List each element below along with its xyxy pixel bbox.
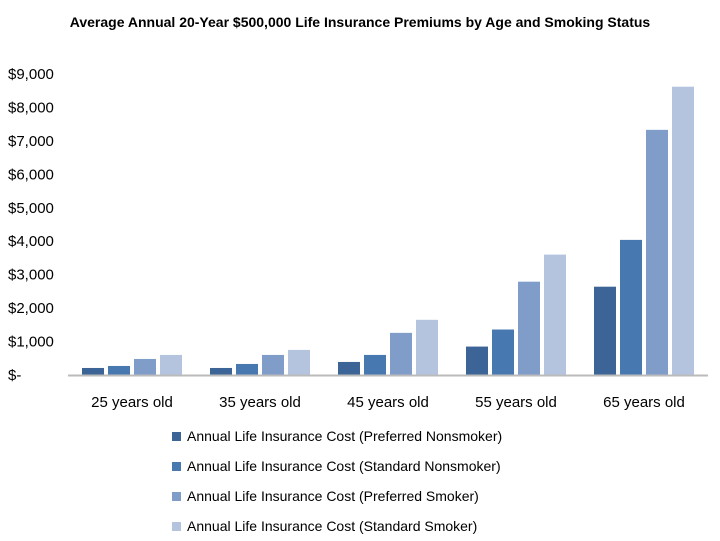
legend-swatch bbox=[172, 491, 181, 501]
bar bbox=[236, 363, 258, 375]
legend-swatch bbox=[172, 521, 181, 531]
legend-label: Annual Life Insurance Cost (Standard Smo… bbox=[187, 518, 478, 534]
y-tick-label: $9,000 bbox=[8, 66, 54, 83]
bar bbox=[620, 239, 642, 375]
chart-title: Average Annual 20-Year $500,000 Life Ins… bbox=[69, 14, 651, 30]
bar bbox=[364, 354, 386, 375]
bar bbox=[416, 319, 438, 375]
legend-item: Annual Life Insurance Cost (Standard Smo… bbox=[172, 511, 502, 541]
legend-label: Annual Life Insurance Cost (Preferred No… bbox=[187, 428, 503, 444]
bar bbox=[492, 329, 514, 375]
bar bbox=[210, 367, 232, 375]
bar bbox=[82, 367, 104, 375]
y-tick-label: $3,000 bbox=[8, 267, 54, 284]
legend-swatch bbox=[172, 461, 181, 471]
bar bbox=[134, 358, 156, 375]
x-tick-label: 65 years old bbox=[603, 394, 685, 411]
legend: Annual Life Insurance Cost (Preferred No… bbox=[172, 421, 502, 541]
bar bbox=[160, 354, 182, 375]
legend-label: Annual Life Insurance Cost (Preferred Sm… bbox=[187, 488, 479, 504]
x-tick-label: 45 years old bbox=[347, 394, 429, 411]
bar bbox=[262, 354, 284, 375]
bar bbox=[390, 332, 412, 375]
y-tick-label: $8,000 bbox=[8, 99, 54, 116]
y-tick-label: $- bbox=[8, 367, 21, 384]
bar bbox=[544, 254, 566, 375]
y-tick-label: $5,000 bbox=[8, 200, 54, 217]
x-tick-label: 25 years old bbox=[91, 394, 173, 411]
legend-label: Annual Life Insurance Cost (Standard Non… bbox=[187, 458, 501, 474]
legend-swatch bbox=[172, 431, 181, 441]
bar bbox=[338, 361, 360, 375]
bar bbox=[518, 281, 540, 375]
legend-item: Annual Life Insurance Cost (Standard Non… bbox=[172, 451, 502, 481]
y-tick-label: $2,000 bbox=[8, 300, 54, 317]
legend-item: Annual Life Insurance Cost (Preferred No… bbox=[172, 421, 502, 451]
y-tick-label: $1,000 bbox=[8, 334, 54, 351]
x-tick-label: 55 years old bbox=[475, 394, 557, 411]
legend-item: Annual Life Insurance Cost (Preferred Sm… bbox=[172, 481, 502, 511]
bar bbox=[672, 86, 694, 375]
bar bbox=[288, 349, 310, 375]
y-tick-label: $7,000 bbox=[8, 133, 54, 150]
bar bbox=[594, 286, 616, 375]
x-tick-label: 35 years old bbox=[219, 394, 301, 411]
y-tick-label: $6,000 bbox=[8, 166, 54, 183]
bar bbox=[466, 346, 488, 375]
bar bbox=[646, 129, 668, 375]
bar bbox=[108, 365, 130, 375]
y-tick-label: $4,000 bbox=[8, 233, 54, 250]
